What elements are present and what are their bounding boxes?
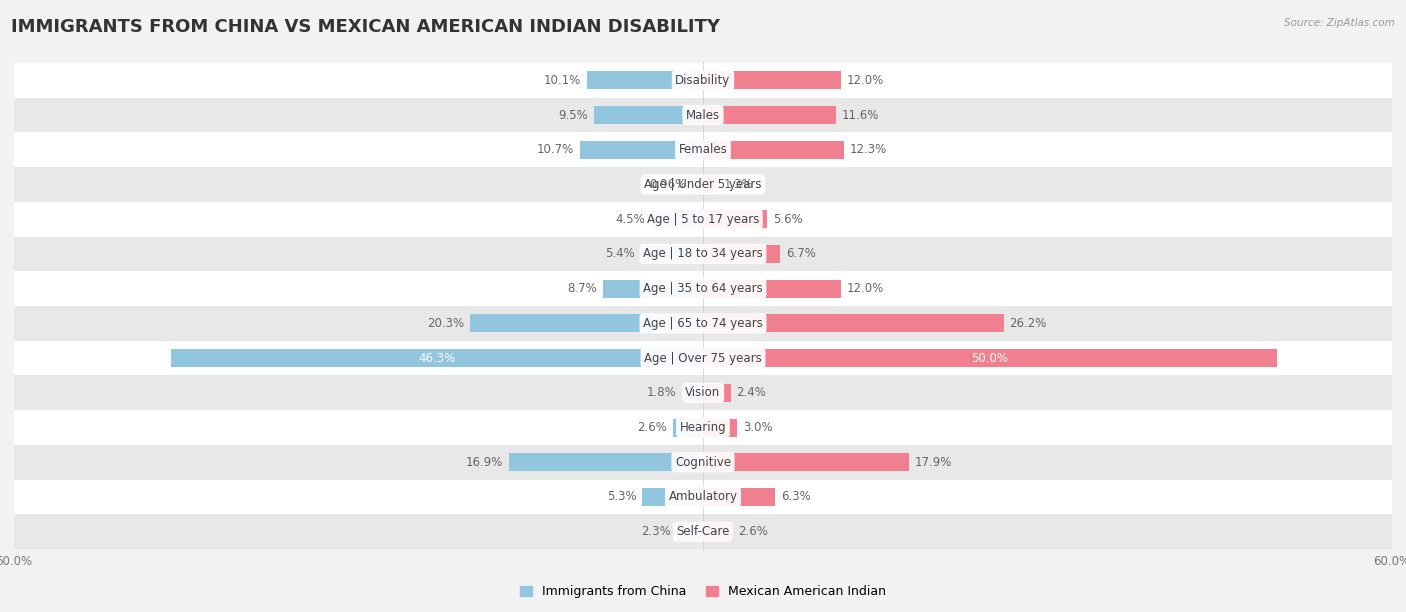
Bar bbox=[643, 488, 703, 506]
Text: 4.5%: 4.5% bbox=[616, 213, 645, 226]
Text: 6.7%: 6.7% bbox=[786, 247, 815, 261]
Text: Disability: Disability bbox=[675, 74, 731, 87]
Text: Hearing: Hearing bbox=[679, 421, 727, 434]
Text: 1.3%: 1.3% bbox=[724, 178, 754, 191]
Bar bbox=[14, 306, 1392, 341]
Text: Vision: Vision bbox=[685, 386, 721, 399]
Bar bbox=[14, 98, 1392, 132]
Text: 1.8%: 1.8% bbox=[647, 386, 676, 399]
Text: 2.6%: 2.6% bbox=[738, 525, 769, 538]
Bar bbox=[14, 132, 1392, 167]
Text: 10.7%: 10.7% bbox=[537, 143, 575, 156]
Text: Males: Males bbox=[686, 108, 720, 122]
Bar bbox=[14, 410, 1392, 445]
Bar bbox=[703, 453, 908, 471]
Text: 3.0%: 3.0% bbox=[744, 421, 773, 434]
Bar bbox=[673, 419, 703, 436]
Bar bbox=[14, 480, 1392, 514]
Text: 2.4%: 2.4% bbox=[737, 386, 766, 399]
Bar bbox=[692, 176, 703, 193]
Text: 2.3%: 2.3% bbox=[641, 525, 671, 538]
Text: 20.3%: 20.3% bbox=[427, 317, 464, 330]
Bar bbox=[703, 349, 1277, 367]
Text: Age | Over 75 years: Age | Over 75 years bbox=[644, 351, 762, 365]
Bar bbox=[14, 237, 1392, 271]
Bar bbox=[14, 341, 1392, 375]
Text: Self-Care: Self-Care bbox=[676, 525, 730, 538]
Text: 12.0%: 12.0% bbox=[846, 282, 884, 295]
Bar bbox=[172, 349, 703, 367]
Text: 17.9%: 17.9% bbox=[914, 456, 952, 469]
Text: 5.4%: 5.4% bbox=[606, 247, 636, 261]
Text: 5.6%: 5.6% bbox=[773, 213, 803, 226]
Bar bbox=[14, 167, 1392, 202]
Text: Age | 65 to 74 years: Age | 65 to 74 years bbox=[643, 317, 763, 330]
Text: 46.3%: 46.3% bbox=[419, 351, 456, 365]
Bar bbox=[641, 245, 703, 263]
Text: Source: ZipAtlas.com: Source: ZipAtlas.com bbox=[1284, 18, 1395, 28]
Text: 11.6%: 11.6% bbox=[842, 108, 879, 122]
Bar bbox=[14, 63, 1392, 98]
Bar bbox=[588, 71, 703, 89]
Text: Females: Females bbox=[679, 143, 727, 156]
Text: 6.3%: 6.3% bbox=[782, 490, 811, 504]
Bar bbox=[14, 202, 1392, 237]
Text: Age | 35 to 64 years: Age | 35 to 64 years bbox=[643, 282, 763, 295]
Bar bbox=[703, 280, 841, 297]
Text: 16.9%: 16.9% bbox=[465, 456, 503, 469]
Bar bbox=[703, 488, 775, 506]
Text: 50.0%: 50.0% bbox=[972, 351, 1008, 365]
Text: 10.1%: 10.1% bbox=[544, 74, 581, 87]
Bar bbox=[14, 445, 1392, 480]
Bar bbox=[651, 210, 703, 228]
Bar bbox=[703, 245, 780, 263]
Text: 26.2%: 26.2% bbox=[1010, 317, 1047, 330]
Text: 5.3%: 5.3% bbox=[607, 490, 637, 504]
Bar bbox=[676, 523, 703, 541]
Bar bbox=[581, 141, 703, 159]
Bar bbox=[682, 384, 703, 402]
Legend: Immigrants from China, Mexican American Indian: Immigrants from China, Mexican American … bbox=[515, 580, 891, 603]
Bar bbox=[703, 523, 733, 541]
Text: Cognitive: Cognitive bbox=[675, 456, 731, 469]
Bar bbox=[14, 514, 1392, 549]
Bar bbox=[703, 176, 718, 193]
Text: 12.3%: 12.3% bbox=[851, 143, 887, 156]
Bar bbox=[14, 271, 1392, 306]
Text: Age | 18 to 34 years: Age | 18 to 34 years bbox=[643, 247, 763, 261]
Bar bbox=[470, 315, 703, 332]
Bar bbox=[703, 384, 731, 402]
Text: 0.96%: 0.96% bbox=[650, 178, 686, 191]
Text: IMMIGRANTS FROM CHINA VS MEXICAN AMERICAN INDIAN DISABILITY: IMMIGRANTS FROM CHINA VS MEXICAN AMERICA… bbox=[11, 18, 720, 36]
Text: 2.6%: 2.6% bbox=[637, 421, 668, 434]
Text: 12.0%: 12.0% bbox=[846, 74, 884, 87]
Bar bbox=[703, 315, 1004, 332]
Text: Age | 5 to 17 years: Age | 5 to 17 years bbox=[647, 213, 759, 226]
Bar bbox=[703, 106, 837, 124]
Bar bbox=[603, 280, 703, 297]
Text: Age | Under 5 years: Age | Under 5 years bbox=[644, 178, 762, 191]
Bar bbox=[509, 453, 703, 471]
Text: 9.5%: 9.5% bbox=[558, 108, 588, 122]
Text: 8.7%: 8.7% bbox=[568, 282, 598, 295]
Bar bbox=[703, 419, 738, 436]
Bar bbox=[703, 71, 841, 89]
Bar bbox=[703, 141, 844, 159]
Bar bbox=[593, 106, 703, 124]
Text: Ambulatory: Ambulatory bbox=[668, 490, 738, 504]
Bar bbox=[14, 375, 1392, 410]
Bar bbox=[703, 210, 768, 228]
